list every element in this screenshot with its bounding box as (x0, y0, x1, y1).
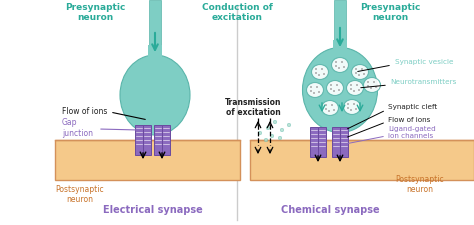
Ellipse shape (358, 74, 360, 76)
Ellipse shape (315, 68, 317, 70)
Text: Synaptic vesicle: Synaptic vesicle (395, 59, 454, 65)
FancyBboxPatch shape (143, 125, 151, 155)
Ellipse shape (355, 68, 357, 70)
Ellipse shape (307, 83, 323, 97)
Text: Postsynaptic
neuron: Postsynaptic neuron (55, 185, 104, 204)
Ellipse shape (273, 120, 277, 124)
Ellipse shape (321, 101, 338, 115)
Ellipse shape (356, 84, 358, 86)
FancyBboxPatch shape (55, 140, 240, 180)
Ellipse shape (373, 81, 375, 83)
Ellipse shape (323, 73, 325, 75)
Ellipse shape (318, 74, 320, 76)
Ellipse shape (325, 104, 327, 106)
Ellipse shape (350, 88, 352, 90)
Ellipse shape (327, 81, 344, 95)
Ellipse shape (338, 67, 340, 69)
Ellipse shape (335, 65, 337, 67)
Ellipse shape (350, 84, 352, 86)
Ellipse shape (331, 58, 348, 72)
FancyBboxPatch shape (250, 140, 474, 180)
Ellipse shape (310, 86, 312, 88)
Ellipse shape (336, 84, 338, 86)
Text: Flow of ions: Flow of ions (388, 117, 430, 123)
Ellipse shape (347, 107, 349, 109)
Ellipse shape (346, 81, 364, 95)
Ellipse shape (333, 90, 335, 92)
Ellipse shape (270, 134, 274, 138)
Ellipse shape (367, 85, 369, 87)
Ellipse shape (302, 47, 377, 133)
Ellipse shape (264, 138, 268, 142)
Ellipse shape (341, 61, 343, 63)
Ellipse shape (353, 103, 355, 105)
Ellipse shape (120, 55, 190, 135)
FancyBboxPatch shape (334, 0, 346, 45)
Ellipse shape (311, 65, 328, 79)
Ellipse shape (318, 91, 320, 93)
Ellipse shape (344, 99, 361, 115)
Ellipse shape (287, 123, 291, 127)
Ellipse shape (355, 72, 357, 74)
Ellipse shape (315, 72, 317, 74)
Ellipse shape (331, 104, 333, 106)
Text: Chemical synapse: Chemical synapse (281, 205, 379, 215)
Ellipse shape (363, 73, 365, 75)
Ellipse shape (280, 128, 284, 132)
Text: Presynaptic
neuron: Presynaptic neuron (360, 3, 420, 23)
Ellipse shape (328, 110, 330, 112)
Ellipse shape (266, 126, 270, 130)
Ellipse shape (355, 108, 357, 110)
FancyBboxPatch shape (332, 127, 340, 157)
Text: Neurotransmitters: Neurotransmitters (390, 79, 456, 85)
Ellipse shape (364, 77, 381, 92)
Ellipse shape (375, 86, 377, 88)
Text: Ligand-gated
ion channels: Ligand-gated ion channels (388, 126, 436, 140)
Ellipse shape (347, 103, 349, 105)
Text: Conduction of
excitation: Conduction of excitation (201, 3, 273, 23)
FancyBboxPatch shape (333, 40, 347, 68)
Ellipse shape (343, 66, 345, 68)
Ellipse shape (258, 131, 262, 135)
Text: Transmission
of excitation: Transmission of excitation (225, 98, 281, 117)
Ellipse shape (335, 61, 337, 63)
Text: Presynaptic
neuron: Presynaptic neuron (65, 3, 125, 23)
Text: Synaptic cleft: Synaptic cleft (388, 104, 437, 110)
Ellipse shape (330, 84, 332, 86)
Ellipse shape (370, 87, 372, 89)
Ellipse shape (278, 136, 282, 140)
Ellipse shape (325, 108, 327, 110)
Text: Flow of ions: Flow of ions (62, 108, 108, 117)
Ellipse shape (310, 90, 312, 92)
Text: Gap
junction: Gap junction (62, 118, 93, 138)
FancyBboxPatch shape (340, 127, 348, 157)
FancyBboxPatch shape (135, 125, 143, 155)
FancyBboxPatch shape (318, 127, 326, 157)
Text: Electrical synapse: Electrical synapse (103, 205, 203, 215)
FancyBboxPatch shape (154, 125, 162, 155)
Ellipse shape (361, 68, 363, 70)
FancyBboxPatch shape (162, 125, 170, 155)
Ellipse shape (350, 109, 352, 111)
Ellipse shape (330, 88, 332, 90)
Ellipse shape (321, 68, 323, 70)
Ellipse shape (353, 90, 355, 92)
FancyBboxPatch shape (149, 0, 161, 50)
Ellipse shape (338, 89, 340, 91)
Ellipse shape (352, 65, 368, 79)
Ellipse shape (367, 81, 369, 83)
Ellipse shape (316, 86, 318, 88)
Text: Postsynaptic
neuron: Postsynaptic neuron (396, 175, 444, 194)
Ellipse shape (333, 109, 335, 111)
Ellipse shape (313, 92, 315, 94)
Ellipse shape (358, 89, 360, 91)
FancyBboxPatch shape (310, 127, 318, 157)
FancyBboxPatch shape (148, 45, 162, 75)
